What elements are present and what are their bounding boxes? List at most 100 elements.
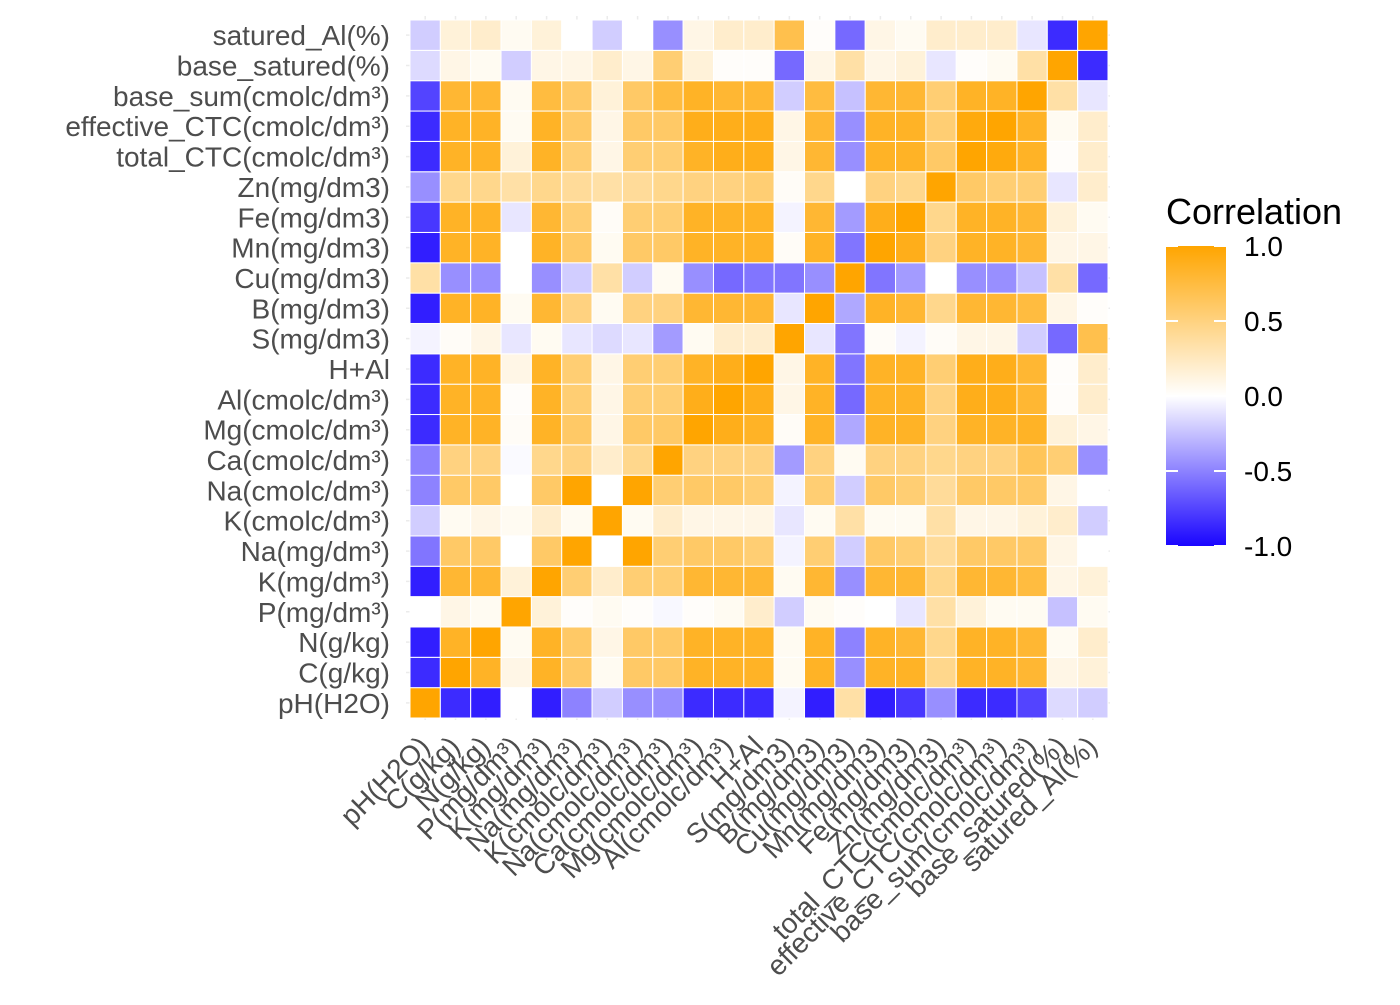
heatmap-cell	[470, 110, 502, 142]
heatmap-cell	[591, 49, 623, 82]
heatmap-cell	[712, 383, 745, 416]
heatmap-cell	[986, 687, 1018, 719]
heatmap-cell	[986, 171, 1018, 203]
heatmap-cell	[895, 474, 927, 507]
heatmap-cell	[591, 262, 623, 294]
heatmap-cell	[743, 535, 775, 567]
heatmap-cell	[682, 171, 714, 203]
heatmap-cell	[682, 322, 714, 355]
heatmap-cell	[652, 231, 684, 264]
heatmap-cell	[561, 110, 593, 142]
heatmap-cell	[500, 262, 532, 294]
heatmap-cell	[955, 140, 988, 173]
heatmap-cell	[834, 535, 866, 567]
heatmap-cell	[439, 505, 472, 537]
heatmap-cell	[1077, 49, 1109, 82]
heatmap-cell	[439, 474, 472, 507]
heatmap-cell	[652, 49, 684, 82]
heatmap-cell	[712, 474, 745, 507]
heatmap-cell	[561, 505, 593, 537]
heatmap-cell	[743, 414, 775, 446]
heatmap-cell	[925, 49, 957, 82]
heatmap-cell	[834, 19, 866, 51]
heatmap-cell	[409, 596, 441, 628]
heatmap-cell	[864, 444, 897, 476]
heatmap-cell	[712, 565, 745, 598]
heatmap-cell	[895, 383, 927, 416]
heatmap-cell	[1046, 474, 1079, 507]
heatmap-cell	[1046, 49, 1079, 82]
heatmap-cell	[561, 596, 593, 628]
heatmap-cell	[834, 110, 866, 142]
heatmap-cell	[409, 656, 441, 689]
heatmap-cell	[682, 383, 714, 416]
heatmap-cell	[986, 292, 1018, 324]
heatmap-cell	[621, 110, 654, 142]
heatmap-cell	[864, 231, 897, 264]
heatmap-cell	[773, 626, 806, 658]
heatmap-cell	[955, 231, 988, 264]
heatmap-cell	[621, 19, 654, 51]
heatmap-cell	[682, 140, 714, 173]
heatmap-cell	[1046, 687, 1079, 719]
heatmap-cell	[652, 444, 684, 476]
heatmap-cell	[864, 596, 897, 628]
heatmap-cell	[1077, 292, 1109, 324]
heatmap-cell	[682, 535, 714, 567]
heatmap-cell	[834, 292, 866, 324]
heatmap-cell	[712, 49, 745, 82]
heatmap-cell	[470, 474, 502, 507]
heatmap-cell	[1077, 140, 1109, 173]
heatmap-cell	[925, 687, 957, 719]
heatmap-cell	[986, 565, 1018, 598]
heatmap-cell	[621, 656, 654, 689]
heatmap-cell	[743, 262, 775, 294]
heatmap-cell	[925, 565, 957, 598]
heatmap-cell	[682, 80, 714, 112]
heatmap-cell	[409, 626, 441, 658]
heatmap-cell	[834, 353, 866, 385]
heatmap-cell	[773, 565, 806, 598]
heatmap-cell	[561, 322, 593, 355]
heatmap-cell	[682, 596, 714, 628]
heatmap-cell	[1077, 687, 1109, 719]
heatmap-cell	[834, 171, 866, 203]
heatmap-cell	[895, 292, 927, 324]
heatmap-cell	[652, 687, 684, 719]
heatmap-cell	[470, 535, 502, 567]
heatmap-cell	[1016, 171, 1048, 203]
heatmap-cell	[925, 322, 957, 355]
heatmap-cell	[1016, 140, 1048, 173]
heatmap-cell	[470, 262, 502, 294]
heatmap-cell	[895, 262, 927, 294]
heatmap-cell	[955, 19, 988, 51]
heatmap-cell	[804, 49, 836, 82]
y-tick-label: H+Al	[329, 354, 390, 385]
heatmap-cell	[1077, 231, 1109, 264]
heatmap-cell	[652, 322, 684, 355]
heatmap-cell	[712, 687, 745, 719]
heatmap-cell	[955, 322, 988, 355]
heatmap-cell	[652, 414, 684, 446]
x-axis-tick-labels: pH(H2O)C(g/kg)N(g/kg)P(mg/dm³)K(mg/dm³)N…	[334, 730, 1103, 981]
heatmap-cell	[925, 171, 957, 203]
heatmap-cell	[804, 535, 836, 567]
heatmap-cell	[591, 171, 623, 203]
heatmap-cell	[409, 414, 441, 446]
heatmap-cell	[621, 201, 654, 233]
heatmap-cell	[1046, 140, 1079, 173]
heatmap-cell	[561, 626, 593, 658]
heatmap-cell	[712, 292, 745, 324]
heatmap-cell	[955, 110, 988, 142]
heatmap-cell	[1016, 201, 1048, 233]
heatmap-cell	[591, 444, 623, 476]
heatmap-cell	[652, 383, 684, 416]
heatmap-cell	[561, 565, 593, 598]
heatmap-cell	[621, 80, 654, 112]
heatmap-cell	[925, 535, 957, 567]
heatmap-cell	[500, 140, 532, 173]
heatmap-cell	[925, 80, 957, 112]
heatmap-cell	[500, 353, 532, 385]
heatmap-cell	[591, 626, 623, 658]
